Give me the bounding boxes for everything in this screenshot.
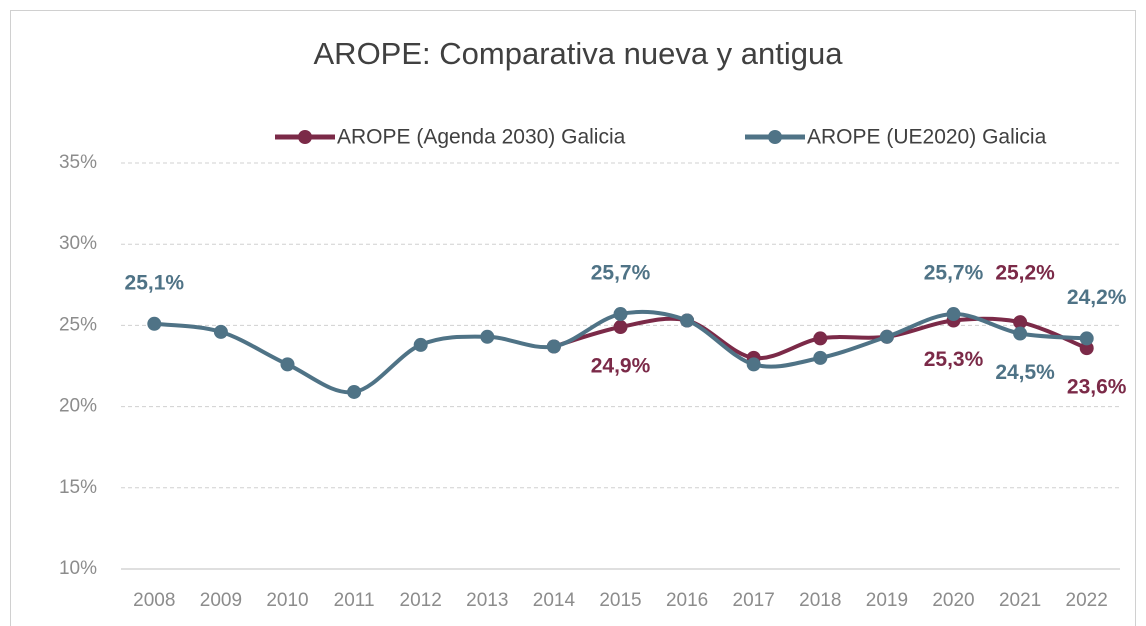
data-point — [613, 320, 628, 335]
data-label: 25,7% — [924, 262, 984, 285]
y-tick-label: 35% — [59, 152, 97, 173]
legend-label: AROPE (Agenda 2030) Galicia — [337, 126, 626, 149]
x-tick-label: 2020 — [932, 590, 974, 611]
data-point — [413, 337, 428, 352]
data-point — [213, 324, 228, 339]
data-point — [1079, 331, 1094, 346]
data-point — [813, 331, 828, 346]
chart-title: AROPE: Comparativa nueva y antigua — [314, 36, 844, 71]
data-point — [1013, 315, 1028, 330]
data-point — [546, 339, 561, 354]
x-tick-label: 2019 — [866, 590, 908, 611]
y-tick-label: 15% — [59, 477, 97, 498]
x-tick-label: 2015 — [599, 590, 641, 611]
x-tick-label: 2011 — [334, 590, 375, 611]
y-tick-label: 30% — [59, 233, 97, 254]
x-tick-label: 2017 — [733, 590, 775, 611]
data-point — [480, 329, 495, 344]
data-label: 24,2% — [1067, 286, 1127, 309]
data-label: 23,6% — [1067, 376, 1127, 399]
data-point — [813, 350, 828, 365]
legend-marker — [768, 130, 782, 144]
x-tick-label: 2008 — [133, 590, 175, 611]
y-tick-label: 25% — [59, 314, 97, 335]
x-tick-label: 2016 — [666, 590, 708, 611]
data-label: 25,1% — [125, 271, 185, 294]
data-point — [746, 357, 761, 372]
chart-border — [10, 10, 1136, 626]
x-tick-label: 2018 — [799, 590, 841, 611]
data-label: 24,5% — [995, 361, 1055, 384]
data-point — [613, 307, 628, 322]
data-label: 24,9% — [591, 355, 651, 378]
y-tick-label: 20% — [59, 396, 97, 417]
data-label: 25,2% — [995, 262, 1055, 285]
data-point — [1079, 341, 1094, 356]
x-tick-label: 2013 — [466, 590, 508, 611]
data-point — [280, 357, 295, 372]
data-point — [1013, 326, 1028, 341]
y-tick-label: 10% — [59, 558, 97, 579]
x-tick-label: 2012 — [400, 590, 442, 611]
x-tick-label: 2009 — [200, 590, 242, 611]
data-label: 25,3% — [924, 348, 984, 371]
data-point — [680, 313, 695, 328]
legend-label: AROPE (UE2020) Galicia — [807, 126, 1047, 149]
x-tick-label: 2021 — [999, 590, 1041, 611]
data-point — [946, 307, 961, 322]
data-point — [147, 316, 162, 331]
data-point — [347, 384, 362, 399]
x-tick-label: 2022 — [1066, 590, 1108, 611]
legend-marker — [298, 130, 312, 144]
data-label: 25,7% — [591, 262, 651, 285]
data-point — [879, 329, 894, 344]
x-tick-label: 2014 — [533, 590, 576, 611]
x-tick-label: 2010 — [266, 590, 308, 611]
